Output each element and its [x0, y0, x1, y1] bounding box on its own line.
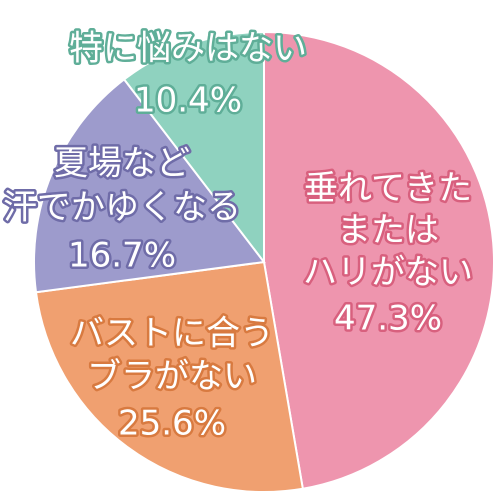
slice-label: バストに合う — [70, 314, 274, 354]
slice-label: 汗でかゆくなる — [3, 188, 241, 228]
value-label: 10.4% — [134, 81, 242, 121]
pie-slice — [34, 260, 304, 493]
value-label: 16.7% — [68, 236, 176, 276]
slice-label: または — [337, 211, 439, 251]
slice-label: ブラがない — [87, 357, 257, 397]
value-label: 25.6% — [118, 404, 226, 444]
value-label: 47.3% — [334, 299, 442, 339]
pie-slice — [33, 77, 266, 294]
pie-slice — [263, 30, 495, 490]
pie-slice — [122, 30, 265, 265]
slice-label: 夏場など — [54, 144, 190, 184]
slice-label: 垂れてきた — [304, 169, 472, 209]
slice-label: ハリがない — [303, 253, 473, 293]
slice-label: 特に悩みはない — [69, 29, 307, 69]
